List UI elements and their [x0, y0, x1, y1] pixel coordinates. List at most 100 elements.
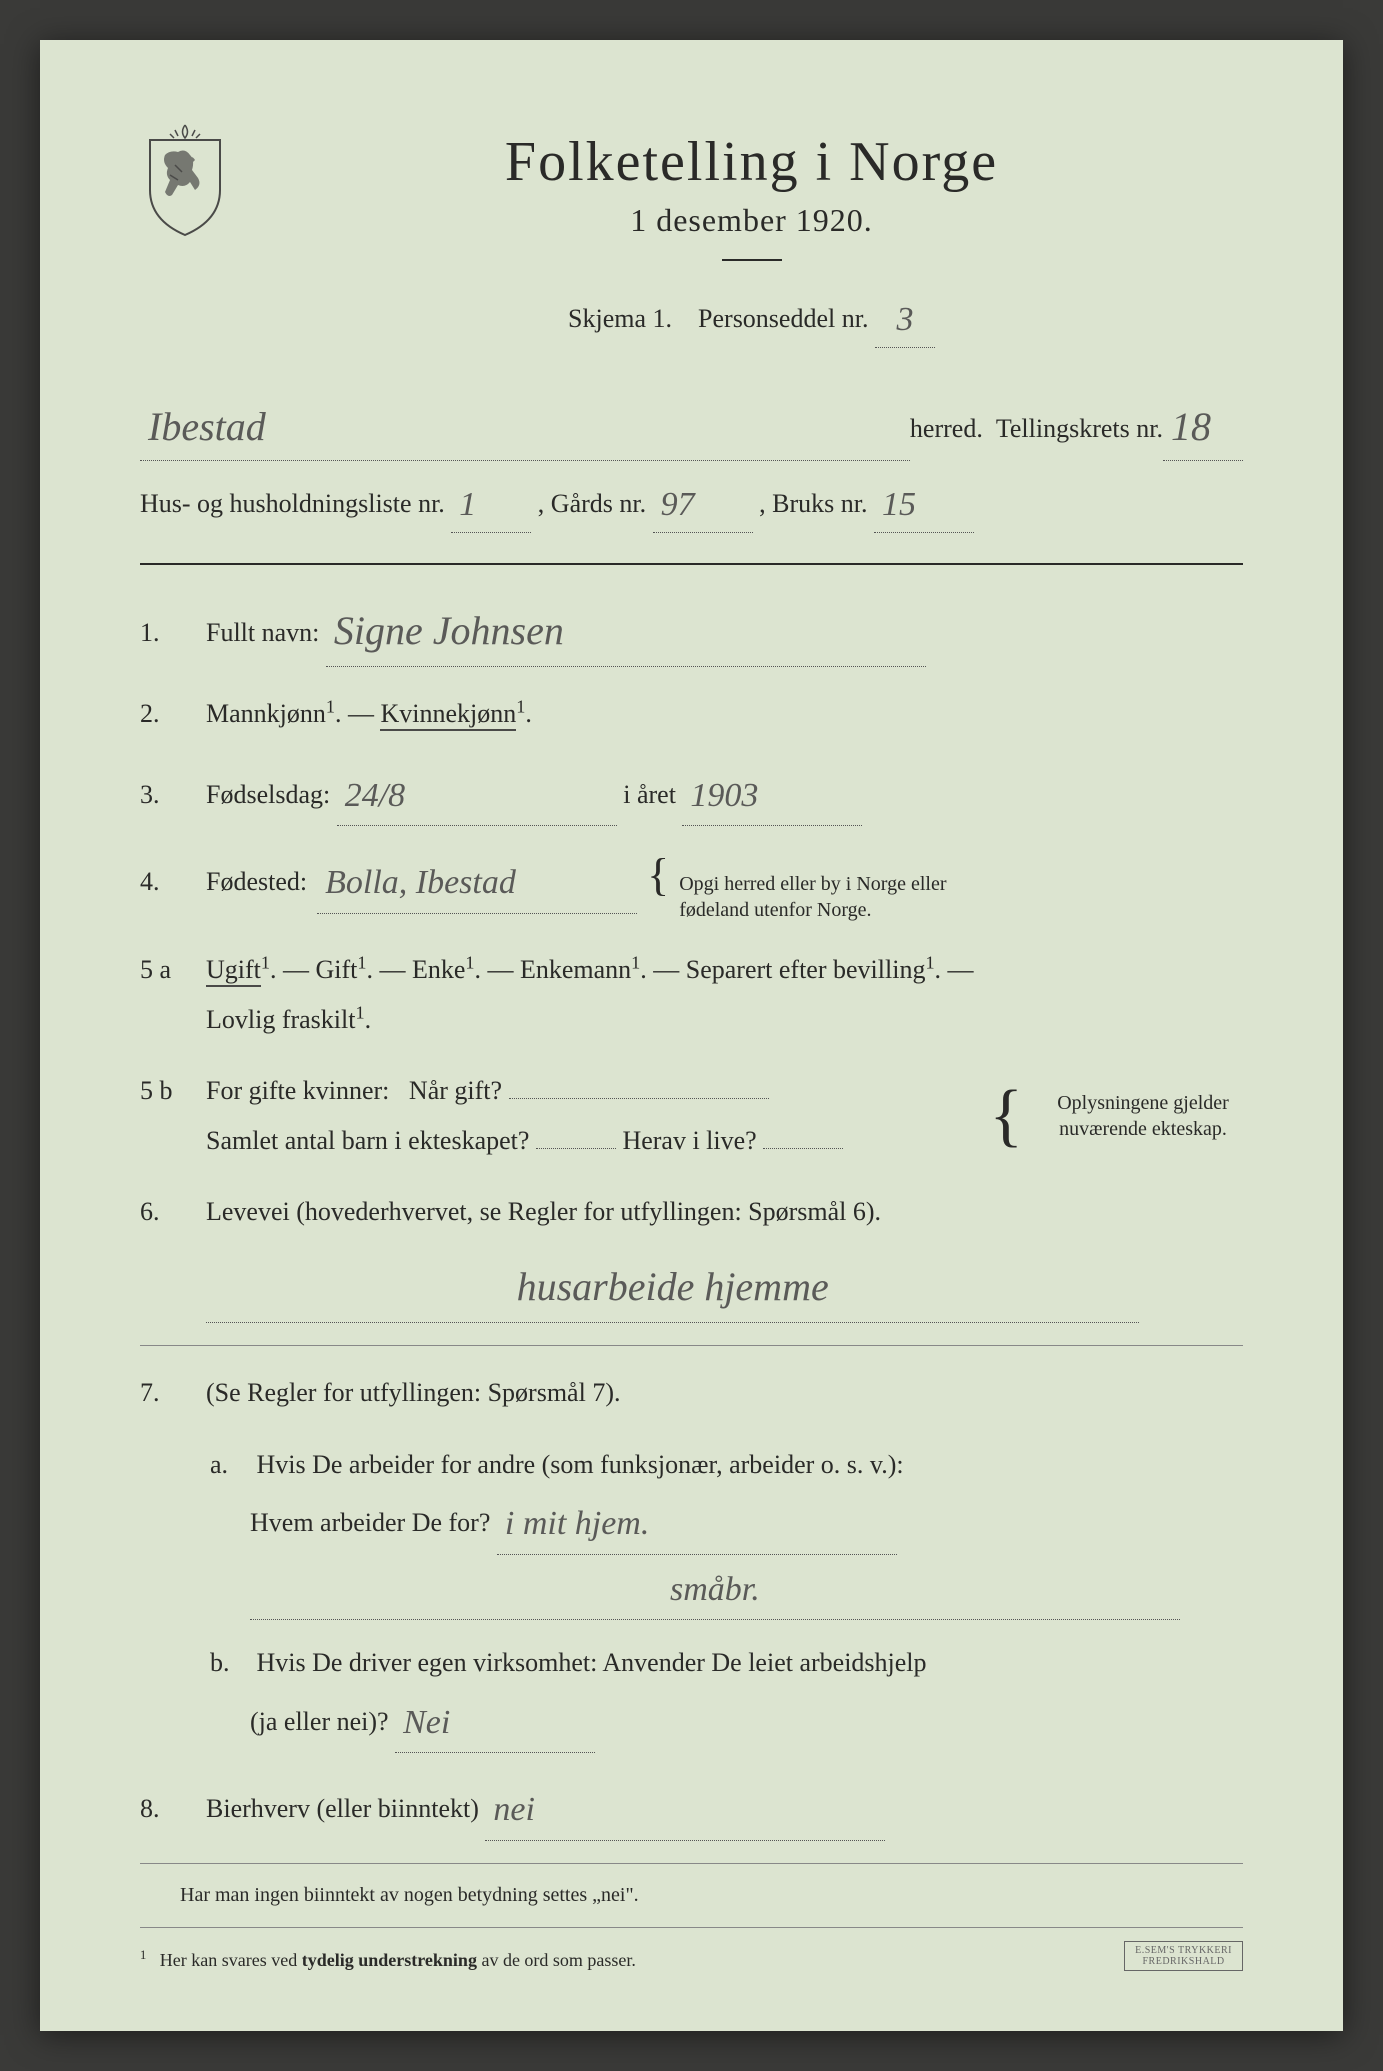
divider-after-q6: [140, 1345, 1243, 1346]
q8-label: Bierhverv (eller biinntekt): [206, 1794, 479, 1823]
q2-period1: .: [335, 699, 342, 728]
q5b-barn-label: Samlet antal barn i ekteskapet?: [206, 1126, 529, 1155]
q4-value: Bolla, Ibestad: [325, 864, 516, 901]
q7a-text2: Hvem arbeider De for?: [250, 1508, 490, 1537]
q7a-value2: småbr.: [670, 1571, 760, 1608]
q8-num: 8.: [140, 1784, 190, 1833]
q7: 7. (Se Regler for utfyllingen: Spørsmål …: [140, 1368, 1243, 1417]
q7a-value1: i mit hjem.: [505, 1505, 649, 1542]
q2-num: 2.: [140, 689, 190, 738]
q2-period2: .: [525, 699, 532, 728]
q4: 4. Fødested: Bolla, Ibestad { Opgi herre…: [140, 848, 1243, 923]
herred-label: herred.: [910, 406, 983, 453]
footnote-2-text: Her kan svares ved tydelig understreknin…: [160, 1950, 636, 1970]
q5a: 5 a Ugift1. — Gift1. — Enke1. — Enkemann…: [140, 945, 1243, 1044]
q4-label: Fødested:: [206, 857, 307, 906]
q7b-text2: (ja eller nei)?: [250, 1707, 389, 1736]
q7a-letter: a.: [210, 1440, 250, 1489]
q5a-enke: Enke: [412, 955, 465, 984]
personseddel-label: Personseddel nr.: [698, 304, 868, 333]
q6: 6. Levevei (hovederhvervet, se Regler fo…: [140, 1187, 1243, 1323]
main-divider: [140, 563, 1243, 565]
q3: 3. Fødselsdag: 24/8 i året 1903: [140, 761, 1243, 827]
coat-of-arms-icon: [140, 120, 230, 240]
husliste-line: Hus- og husholdningsliste nr. 1 , Gårds …: [140, 471, 1243, 533]
q5b-herav-field: [763, 1148, 843, 1149]
q5a-num: 5 a: [140, 945, 190, 994]
divider-footnote: [140, 1927, 1243, 1928]
brace-icon: {: [647, 857, 669, 894]
q3-label: Fødselsdag:: [206, 780, 330, 809]
q1-value: Signe Johnsen: [334, 608, 564, 653]
q6-num: 6.: [140, 1187, 190, 1236]
husliste-nr: 1: [459, 486, 476, 523]
q3-day: 24/8: [345, 777, 405, 814]
q1: 1. Fullt navn: Signe Johnsen: [140, 590, 1243, 667]
subtitle: 1 desember 1920.: [260, 202, 1243, 239]
herred-line: Ibestad herred. Tellingskrets nr. 18: [140, 388, 1243, 461]
q7b-letter: b.: [210, 1638, 250, 1687]
printer-stamp: E.SEM'S TRYKKERI FREDRIKSHALD: [1124, 1941, 1243, 1971]
q3-num: 3.: [140, 770, 190, 819]
q5b: 5 b For gifte kvinner: Når gift? Samlet …: [140, 1066, 1243, 1165]
q5a-separert: Separert efter bevilling: [686, 955, 926, 984]
q5a-ugift: Ugift: [206, 955, 261, 987]
q7-num: 7.: [140, 1368, 190, 1417]
census-form-page: Folketelling i Norge 1 desember 1920. Sk…: [40, 40, 1343, 2031]
bruks-label: , Bruks nr.: [759, 489, 867, 518]
header: Folketelling i Norge 1 desember 1920. Sk…: [140, 120, 1243, 358]
gards-nr: 97: [661, 486, 695, 523]
q2-sup1: 1: [326, 697, 335, 717]
q7a-text1: Hvis De arbeider for andre (som funksjon…: [257, 1450, 904, 1479]
q3-year-label: i året: [623, 780, 676, 809]
gards-label: , Gårds nr.: [538, 489, 646, 518]
q7b: b. Hvis De driver egen virksomhet: Anven…: [210, 1638, 1243, 1753]
main-title: Folketelling i Norge: [260, 130, 1243, 194]
q5a-lovlig: Lovlig fraskilt: [206, 1005, 355, 1034]
footnote-2-num: 1: [140, 1948, 146, 1962]
tellingskrets-nr: 18: [1171, 404, 1211, 449]
q5b-note: Oplysningene gjelder nuværende ekteskap.: [1043, 1090, 1243, 1142]
divider-after-q8: [140, 1863, 1243, 1864]
q7b-text1: Hvis De driver egen virksomhet: Anvender…: [257, 1648, 927, 1677]
q3-year: 1903: [690, 777, 758, 814]
footnote-2: 1 Her kan svares ved tydelig understrekn…: [140, 1948, 1243, 1971]
stamp-line2: FREDRIKSHALD: [1135, 1956, 1232, 1967]
skjema-label: Skjema 1.: [568, 304, 672, 333]
q8-value: nei: [493, 1791, 535, 1828]
footnote-1: Har man ingen biinntekt av nogen betydni…: [180, 1884, 1243, 1907]
q2-mann: Mannkjønn: [206, 699, 326, 728]
q2-sup2: 1: [516, 697, 525, 717]
q6-value: husarbeide hjemme: [517, 1264, 829, 1309]
title-divider: [722, 259, 782, 261]
q5a-gift: Gift: [315, 955, 357, 984]
title-block: Folketelling i Norge 1 desember 1920. Sk…: [260, 120, 1243, 358]
q1-label: Fullt navn:: [206, 618, 319, 647]
stamp-line1: E.SEM'S TRYKKERI: [1135, 1945, 1232, 1956]
q5b-gifte-label: For gifte kvinner:: [206, 1076, 389, 1105]
q2-dash: —: [348, 699, 381, 728]
q5b-barn-field: [536, 1148, 616, 1149]
skjema-line: Skjema 1. Personseddel nr. 3: [260, 286, 1243, 348]
q2: 2. Mannkjønn1. — Kvinnekjønn1.: [140, 689, 1243, 738]
q4-note: Opgi herred eller by i Norge eller fødel…: [679, 871, 999, 923]
q5b-herav-label: Herav i live?: [622, 1126, 756, 1155]
q7b-value: Nei: [403, 1704, 450, 1741]
q5b-nar-gift: Når gift?: [409, 1076, 502, 1105]
q7a: a. Hvis De arbeider for andre (som funks…: [210, 1440, 1243, 1621]
personseddel-nr: 3: [896, 301, 913, 338]
q1-num: 1.: [140, 608, 190, 657]
q6-label: Levevei (hovederhvervet, se Regler for u…: [206, 1197, 881, 1226]
q5b-num: 5 b: [140, 1066, 190, 1115]
q4-num: 4.: [140, 857, 190, 906]
q7-label: (Se Regler for utfyllingen: Spørsmål 7).: [206, 1378, 620, 1407]
q5a-enkemann: Enkemann: [520, 955, 631, 984]
husliste-label: Hus- og husholdningsliste nr.: [140, 489, 445, 518]
q2-kvinne: Kvinnekjønn: [380, 699, 516, 731]
herred-value: Ibestad: [148, 404, 266, 449]
q5b-nar-gift-field: [509, 1098, 769, 1099]
q8: 8. Bierhverv (eller biinntekt) nei: [140, 1775, 1243, 1841]
tellingskrets-label: Tellingskrets nr.: [996, 406, 1163, 453]
bruks-nr: 15: [882, 486, 916, 523]
brace-icon-2: {: [989, 1088, 1023, 1144]
